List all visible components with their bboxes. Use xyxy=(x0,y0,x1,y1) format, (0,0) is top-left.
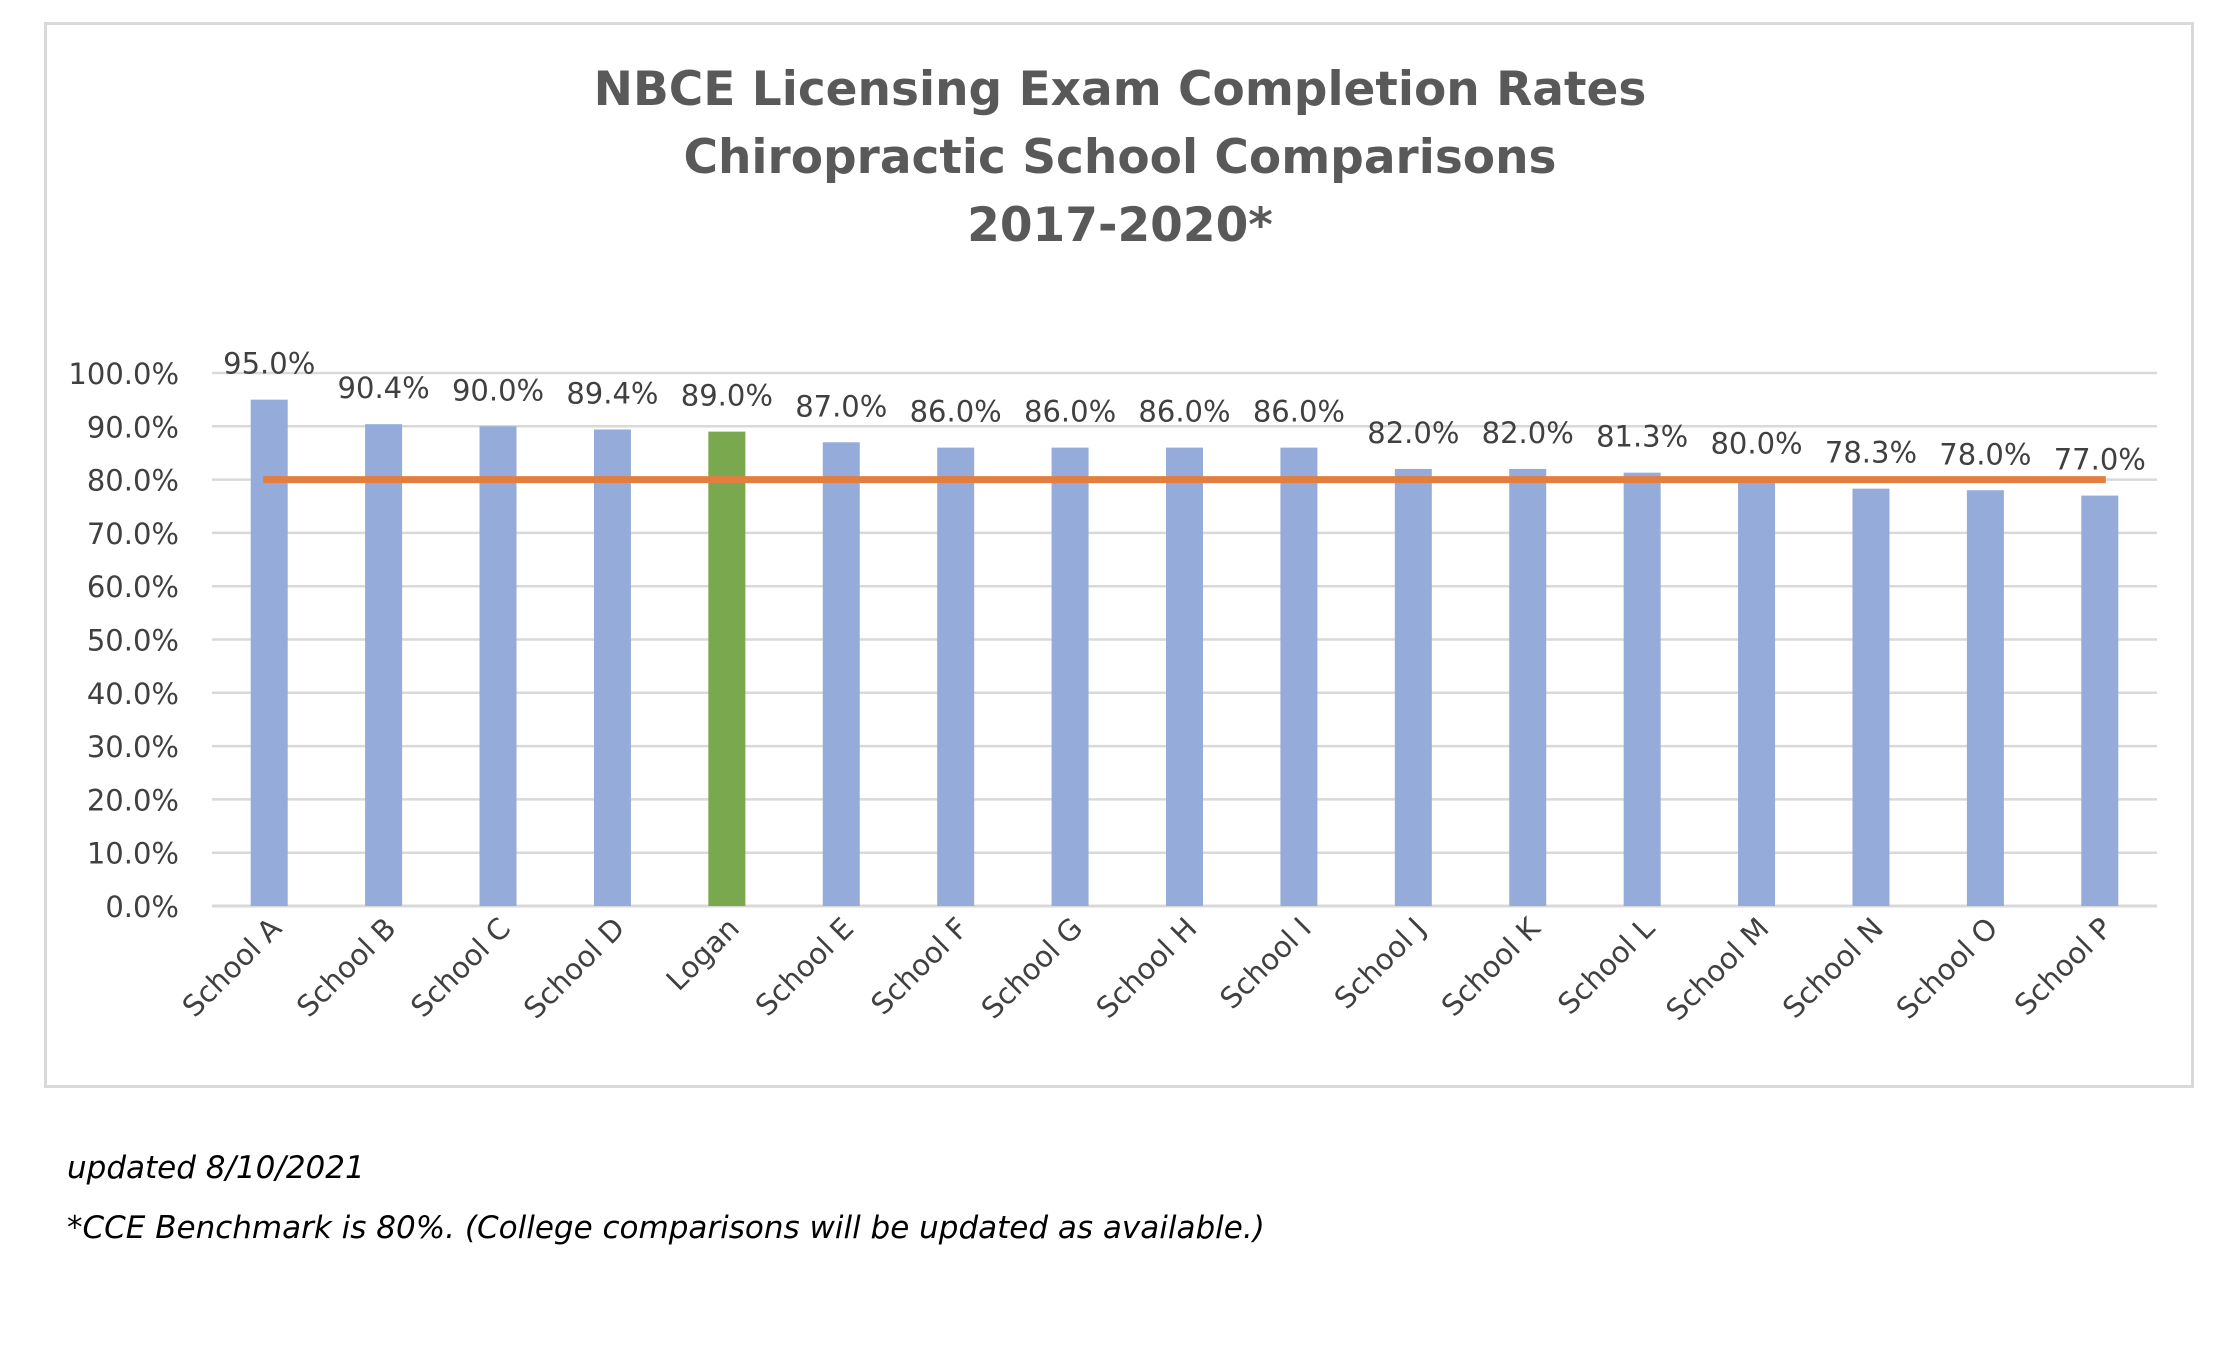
y-tick-label: 50.0% xyxy=(87,624,179,658)
chart-title-line-1: NBCE Licensing Exam Completion Rates xyxy=(593,62,1647,117)
bar-school-b xyxy=(365,424,403,906)
bar-school-g xyxy=(1051,447,1089,906)
data-label: 78.3% xyxy=(1825,436,1917,470)
bar-school-f xyxy=(937,447,975,906)
bar-school-m xyxy=(1738,479,1776,906)
bar-school-l xyxy=(1623,472,1661,906)
data-labels: 95.0% 90.4% 90.0% 89.4% 89.0% 87.0% 86.0% 86.0%… xyxy=(223,347,2146,477)
x-tick-label: Logan xyxy=(660,911,746,997)
chart-title: NBCE Licensing Exam Completion Rates Chi… xyxy=(0,56,2240,260)
x-tick-label: School I xyxy=(1213,911,1318,1016)
data-label: 82.0% xyxy=(1482,416,1574,450)
x-tick-label: School F xyxy=(864,911,974,1021)
bar-school-p xyxy=(2081,495,2119,906)
y-tick-label: 80.0% xyxy=(87,464,179,498)
x-tick-label: School J xyxy=(1328,911,1433,1016)
bar-school-e xyxy=(822,442,860,906)
x-tick-label: School P xyxy=(2008,911,2119,1022)
updated-note: updated 8/10/2021 xyxy=(67,1150,365,1186)
data-label: 95.0% xyxy=(223,347,315,381)
x-tick-label: School D xyxy=(517,911,631,1025)
y-tick-label: 40.0% xyxy=(87,677,179,711)
benchmark-note: *CCE Benchmark is 80%. (College comparis… xyxy=(67,1210,1265,1246)
bar-school-h xyxy=(1166,447,1203,906)
chart-frame xyxy=(44,22,2194,1088)
y-tick-label: 20.0% xyxy=(87,783,179,817)
data-label: 80.0% xyxy=(1710,427,1802,461)
x-tick-label: School N xyxy=(1776,911,1890,1025)
data-label: 86.0% xyxy=(1024,395,1116,429)
chart-title-line-3: 2017-2020* xyxy=(967,198,1273,253)
y-tick-label: 0.0% xyxy=(105,890,179,924)
y-tick-label: 10.0% xyxy=(87,837,179,871)
data-label: 89.0% xyxy=(681,379,773,413)
bar-school-c xyxy=(479,426,517,906)
x-tick-label: School M xyxy=(1659,911,1775,1027)
bars xyxy=(250,399,2119,906)
bar-school-o xyxy=(1966,490,2004,906)
bar-school-j xyxy=(1394,468,1432,906)
bar-school-d xyxy=(593,429,631,906)
data-label: 81.3% xyxy=(1596,420,1688,454)
data-label: 90.4% xyxy=(338,371,430,405)
bar-school-k xyxy=(1509,468,1547,906)
bar-school-a xyxy=(250,399,288,906)
data-label: 77.0% xyxy=(2054,443,2146,477)
x-tick-label: School B xyxy=(290,911,403,1024)
x-tick-label: School L xyxy=(1551,911,1661,1021)
data-label: 89.4% xyxy=(566,376,658,410)
y-tick-label: 90.0% xyxy=(87,410,179,444)
data-label: 86.0% xyxy=(1138,395,1230,429)
y-tick-label: 60.0% xyxy=(87,570,179,604)
x-tick-label: School A xyxy=(175,911,288,1024)
x-tick-label: School O xyxy=(1890,911,2005,1026)
data-label: 90.0% xyxy=(452,373,544,407)
bar-logan xyxy=(708,431,746,906)
y-tick-label: 70.0% xyxy=(87,517,179,551)
data-label: 86.0% xyxy=(1253,395,1345,429)
y-tick-label: 30.0% xyxy=(87,730,179,764)
y-tick-label: 100.0% xyxy=(68,357,179,391)
y-axis-tick-labels: 0.0% 10.0% 20.0% 30.0% 40.0% 50.0% 60.0% 70.0% 8… xyxy=(68,357,179,924)
data-label: 82.0% xyxy=(1367,416,1459,450)
x-axis-tick-labels: School A School B School C School D Logan Sch… xyxy=(175,910,2118,1027)
x-tick-label: School C xyxy=(404,911,517,1024)
bar-school-n xyxy=(1852,488,1890,906)
x-tick-label: School E xyxy=(749,911,861,1023)
data-label: 78.0% xyxy=(1939,437,2031,471)
bar-school-i xyxy=(1280,447,1318,906)
x-tick-label: School K xyxy=(1435,910,1548,1023)
data-label: 86.0% xyxy=(910,395,1002,429)
data-label: 87.0% xyxy=(795,389,887,423)
x-tick-label: School G xyxy=(975,911,1090,1026)
chart-title-line-2: Chiropractic School Comparisons xyxy=(683,130,1557,185)
x-tick-label: School H xyxy=(1089,911,1203,1025)
